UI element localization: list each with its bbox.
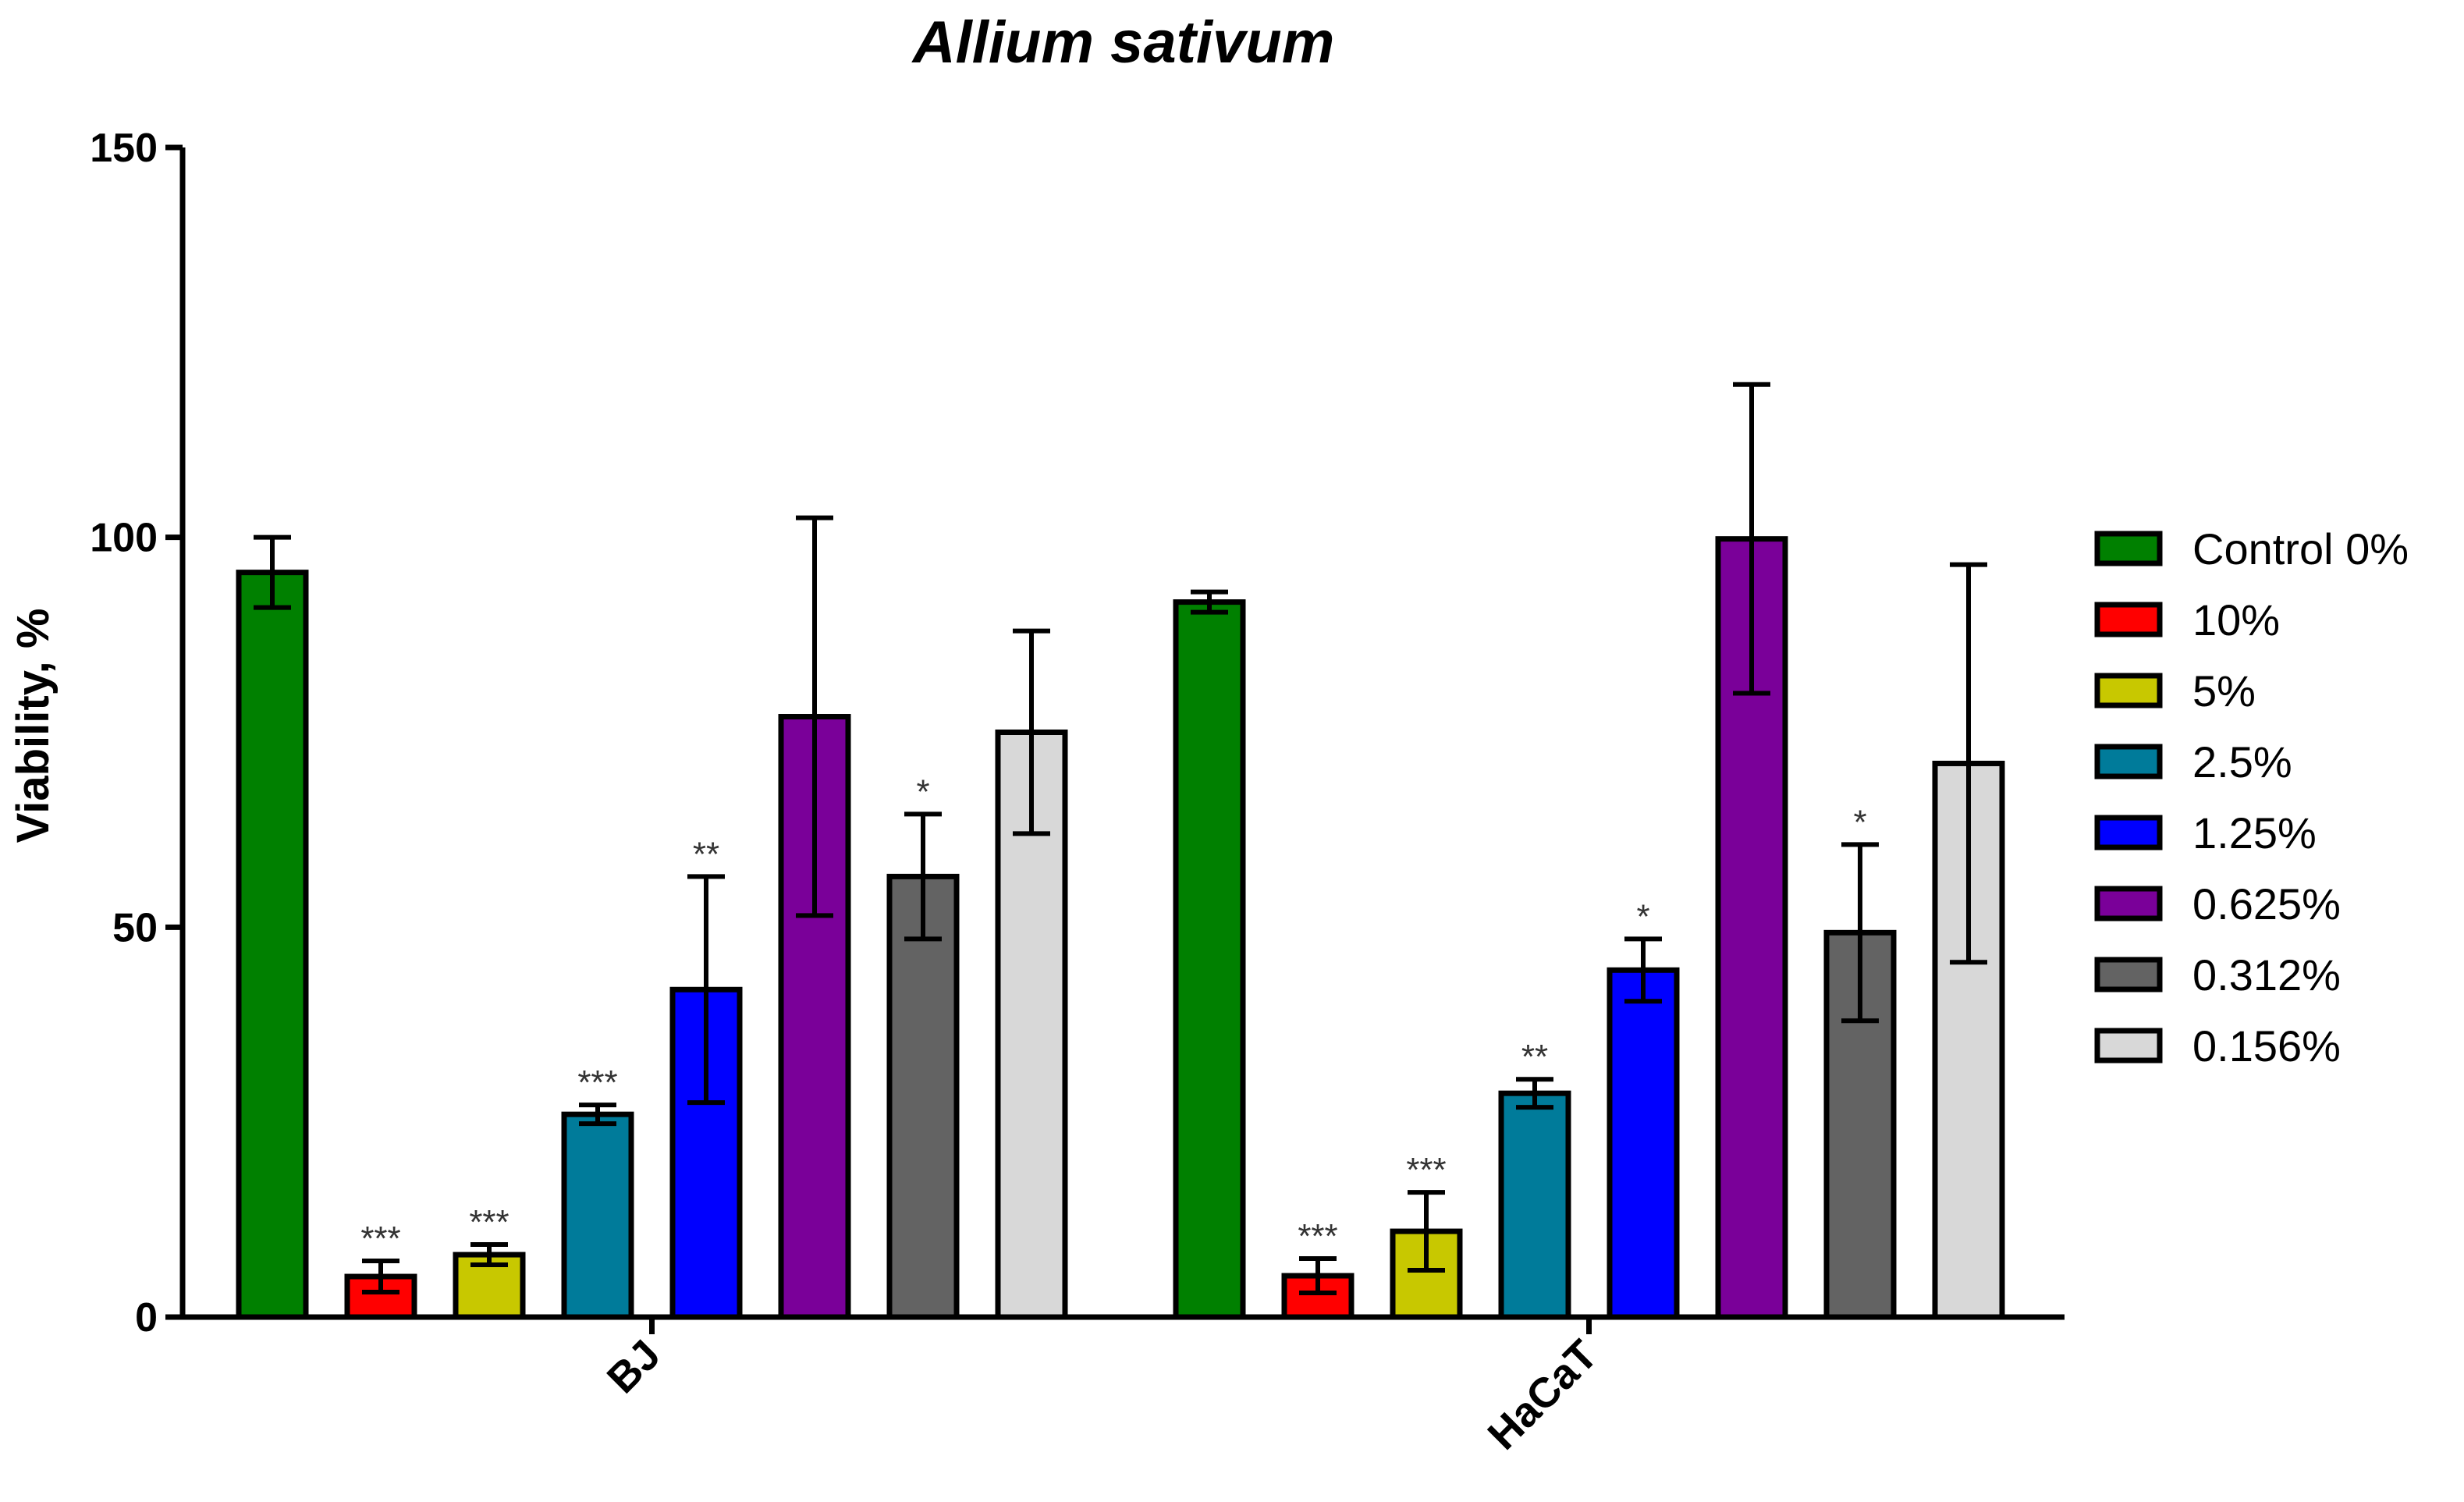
bar-group-BJ-2.5%: *** (561, 1063, 634, 1320)
bar-group-BJ-5%: *** (453, 1203, 526, 1320)
significance-label: *** (360, 1220, 400, 1258)
bar-group-BJ-1.25%: ** (669, 835, 743, 1320)
significance-label: * (1636, 897, 1649, 936)
legend-item-0.156%: 0.156% (2094, 1021, 2341, 1071)
bar-group-HaCaT-5%: *** (1390, 1151, 1463, 1320)
bar-group-HaCaT-1.25%: * (1607, 897, 1680, 1320)
legend-label: 0.312% (2192, 950, 2341, 1000)
bar-group-BJ-Control 0% (236, 534, 309, 1320)
significance-label: *** (1298, 1217, 1337, 1255)
bar-HaCaT-0.312% (1823, 929, 1897, 1320)
legend-swatch (2094, 1028, 2163, 1063)
significance-label: ** (693, 835, 719, 873)
y-tick-label-0: 0 (135, 1295, 158, 1340)
legend-swatch (2094, 957, 2163, 992)
significance-label: * (1853, 803, 1866, 841)
y-tick-label-100: 100 (90, 516, 158, 561)
bar-BJ-0.312% (886, 873, 960, 1320)
bar-HaCaT-2.5% (1498, 1090, 1571, 1320)
bar-group-HaCaT-0.156% (1932, 562, 2005, 1320)
bar-group-HaCaT-0.312%: * (1823, 803, 1897, 1320)
y-tick-label-50: 50 (112, 905, 158, 950)
bar-group-BJ-0.312%: * (886, 772, 960, 1320)
bar-HaCaT-1.25% (1607, 967, 1680, 1320)
legend-item-Control 0%: Control 0% (2094, 524, 2409, 573)
chart-title: Allium sativum (911, 9, 1335, 76)
legend-label: 10% (2192, 595, 2280, 644)
significance-label: *** (577, 1063, 617, 1102)
legend-label: 2.5% (2192, 737, 2292, 787)
bar-HaCaT-Control 0% (1173, 599, 1246, 1320)
y-axis-label: Viability, % (8, 609, 59, 843)
bar-group-HaCaT-Control 0% (1173, 589, 1246, 1320)
legend-label: 5% (2192, 666, 2256, 715)
bar-BJ-Control 0% (236, 570, 309, 1320)
legend-swatch (2094, 673, 2163, 708)
significance-label: * (916, 772, 929, 811)
y-tick-label-150: 150 (90, 126, 158, 171)
legend-item-10%: 10% (2094, 595, 2280, 644)
bar-group-BJ-10%: *** (344, 1220, 417, 1320)
bar-group-HaCaT-0.625% (1715, 382, 1788, 1320)
significance-label: *** (469, 1203, 509, 1241)
significance-label: ** (1521, 1038, 1548, 1076)
legend-swatch (2094, 602, 2163, 637)
legend: Control 0% 10% 5% 2.5% 1.25% 0.625% 0.312% 0.15… (2094, 524, 2409, 1071)
legend-item-1.25%: 1.25% (2094, 808, 2317, 858)
legend-item-0.312%: 0.312% (2094, 950, 2341, 1000)
legend-label: 1.25% (2192, 808, 2317, 858)
significance-label: *** (1406, 1151, 1446, 1189)
bar-group-BJ-0.625% (778, 515, 851, 1320)
bar-group-HaCaT-2.5%: ** (1498, 1038, 1571, 1320)
x-tick-label-HaCaT: HaCaT (1479, 1331, 1607, 1458)
bar-BJ-2.5% (561, 1111, 634, 1320)
legend-item-2.5%: 2.5% (2094, 737, 2292, 787)
legend-item-5%: 5% (2094, 666, 2256, 715)
legend-swatch (2094, 886, 2163, 921)
bar-group-HaCaT-10%: *** (1281, 1217, 1354, 1320)
legend-swatch (2094, 531, 2163, 566)
legend-label: 0.156% (2192, 1021, 2341, 1071)
legend-swatch (2094, 744, 2163, 779)
x-tick-label-BJ: BJ (598, 1331, 669, 1402)
bar-group-BJ-0.156% (995, 628, 1068, 1320)
legend-label: 0.625% (2192, 879, 2341, 929)
legend-item-0.625%: 0.625% (2094, 879, 2341, 929)
legend-swatch (2094, 815, 2163, 850)
legend-label: Control 0% (2192, 524, 2409, 573)
